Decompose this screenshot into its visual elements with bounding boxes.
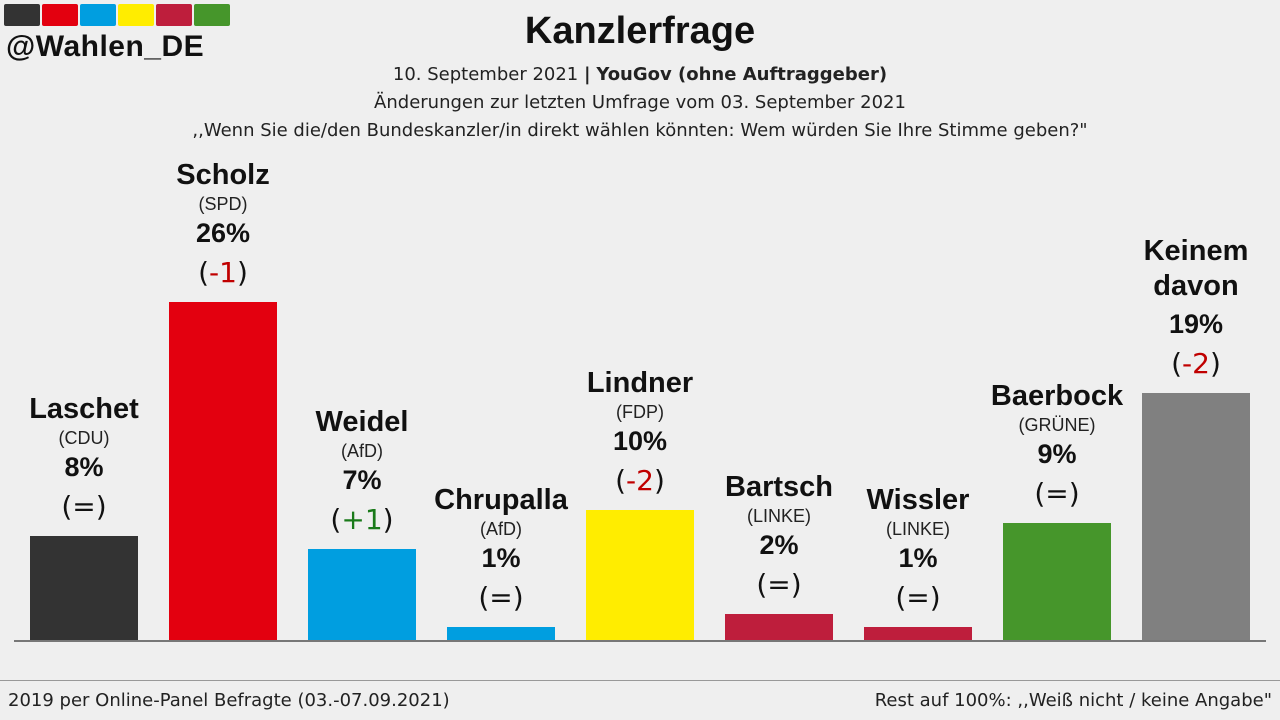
party-label-1: (SPD) xyxy=(199,194,248,214)
poll-date: 10. September 2021 xyxy=(392,64,579,85)
value-label-3: 1% xyxy=(481,543,520,573)
value-label-1: 26% xyxy=(196,218,250,248)
change-label-1: (-1) xyxy=(198,256,248,289)
bar-8 xyxy=(1142,393,1250,640)
candidate-name-8-line2: davon xyxy=(1153,270,1238,302)
value-label-6: 1% xyxy=(898,543,937,573)
color-swatch-2 xyxy=(42,4,78,26)
party-label-3: (AfD) xyxy=(480,519,522,539)
change-label-0: (=) xyxy=(61,490,106,523)
value-label-7: 9% xyxy=(1037,439,1076,469)
bar-2 xyxy=(308,549,416,640)
survey-question: ,,Wenn Sie die/den Bundeskanzler/in dire… xyxy=(192,120,1088,141)
color-swatches xyxy=(4,4,230,26)
bar-6 xyxy=(864,627,972,640)
color-swatch-1 xyxy=(4,4,40,26)
bar-1 xyxy=(169,302,277,640)
candidate-name-2: Weidel xyxy=(316,406,409,438)
change-label-4: (-2) xyxy=(615,464,665,497)
bar-7 xyxy=(1003,523,1111,640)
candidate-name-8-line1: Keinem xyxy=(1144,235,1249,267)
pollster-name: YouGov (ohne Auftraggeber) xyxy=(596,64,888,85)
party-label-5: (LINKE) xyxy=(747,506,811,526)
change-label-6: (=) xyxy=(895,581,940,614)
value-label-4: 10% xyxy=(613,426,667,456)
twitter-handle: @Wahlen_DE xyxy=(6,30,205,63)
chart-title: Kanzlerfrage xyxy=(524,10,756,52)
candidate-name-7: Baerbock xyxy=(991,380,1124,412)
color-swatch-5 xyxy=(156,4,192,26)
candidate-name-1: Scholz xyxy=(176,159,269,191)
bar-3 xyxy=(447,627,555,640)
party-label-4: (FDP) xyxy=(616,402,664,422)
party-label-6: (LINKE) xyxy=(886,519,950,539)
bar-5 xyxy=(725,614,833,640)
party-label-0: (CDU) xyxy=(59,428,110,448)
value-label-2: 7% xyxy=(342,465,381,495)
value-label-0: 8% xyxy=(64,452,103,482)
value-label-5: 2% xyxy=(759,530,798,560)
footer-sample-note: 2019 per Online-Panel Befragte (03.-07.0… xyxy=(8,690,450,711)
color-swatch-4 xyxy=(118,4,154,26)
chart-baseline xyxy=(14,640,1266,642)
party-label-2: (AfD) xyxy=(341,441,383,461)
change-note: Änderungen zur letzten Umfrage vom 03. S… xyxy=(374,92,906,113)
candidate-name-0: Laschet xyxy=(29,393,139,425)
bar-4 xyxy=(586,510,694,640)
value-label-8: 19% xyxy=(1169,309,1223,339)
candidate-name-3: Chrupalla xyxy=(434,484,569,516)
color-swatch-3 xyxy=(80,4,116,26)
change-label-2: (+1) xyxy=(330,503,393,536)
bar-0 xyxy=(30,536,138,640)
candidate-name-6: Wissler xyxy=(867,484,970,516)
change-label-3: (=) xyxy=(478,581,523,614)
poll-info: 10. September 2021 | YouGov (ohne Auftra… xyxy=(0,64,1280,85)
footer-divider xyxy=(0,680,1280,681)
footer-rest-note: Rest auf 100%: ,,Weiß nicht / keine Anga… xyxy=(874,690,1272,711)
poll-separator: | xyxy=(584,64,591,85)
change-label-8: (-2) xyxy=(1171,347,1221,380)
change-label-5: (=) xyxy=(756,568,801,601)
candidate-name-5: Bartsch xyxy=(725,471,833,503)
change-label-7: (=) xyxy=(1034,477,1079,510)
candidate-name-4: Lindner xyxy=(587,367,693,399)
party-label-7: (GRÜNE) xyxy=(1019,415,1096,435)
color-swatch-6 xyxy=(194,4,230,26)
